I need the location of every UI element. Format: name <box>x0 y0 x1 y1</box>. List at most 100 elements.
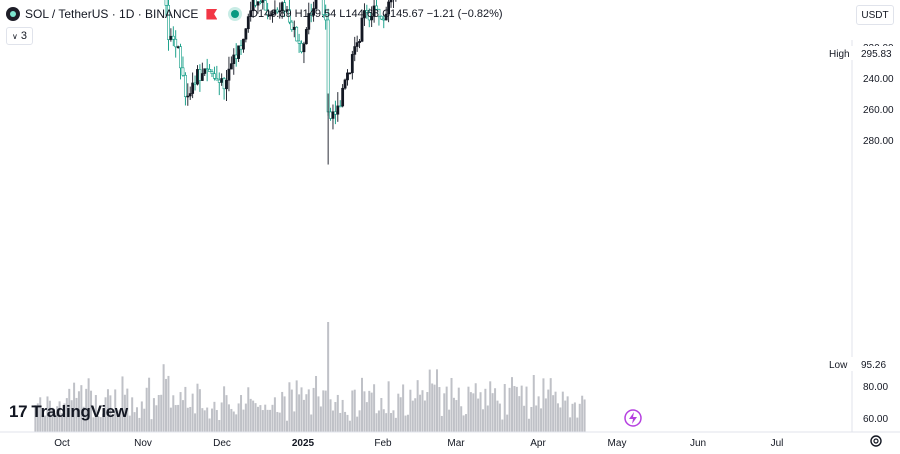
volume-bar <box>271 404 274 432</box>
time-tick-label: Mar <box>447 438 465 449</box>
volume-bar <box>123 394 126 432</box>
volume-bar <box>169 407 172 432</box>
volume-bar <box>172 395 175 432</box>
time-tick-label: Nov <box>134 438 152 449</box>
volume-bar <box>506 414 509 432</box>
volume-bar <box>348 420 351 432</box>
volume-bar <box>237 403 240 432</box>
price-axis[interactable]: 280.00260.00240.00220.00200.00180.00140.… <box>826 0 895 432</box>
candle <box>227 56 231 92</box>
candle <box>348 72 352 75</box>
volume-bar <box>455 400 458 432</box>
volume-bar <box>469 392 472 432</box>
candle <box>290 19 294 32</box>
volume-tick-label: 60.00 <box>863 414 888 425</box>
currency-select[interactable]: USDT <box>856 5 894 25</box>
volume-bar <box>133 412 136 432</box>
candle-body <box>263 0 267 11</box>
time-axis[interactable]: Oct Nov Dec 2025 Feb Mar Apr May Jun Jul <box>0 431 900 449</box>
candle-body <box>244 28 248 40</box>
volume-bar <box>269 409 272 432</box>
candle <box>307 2 311 35</box>
volume-bar <box>556 403 559 432</box>
candle-body <box>171 35 175 40</box>
volume-bar <box>111 413 114 432</box>
volume-bar <box>278 412 281 432</box>
volume-bar <box>194 413 197 432</box>
price-tag-name: Low <box>829 360 848 371</box>
volume-bar <box>150 419 153 432</box>
volume-bar <box>554 391 557 432</box>
volume-bar <box>114 389 117 432</box>
candle-body <box>258 1 262 4</box>
volume-bar <box>460 406 463 432</box>
volume-bar <box>41 414 44 432</box>
volume-bar <box>339 412 342 432</box>
candle <box>217 72 221 96</box>
volume-bar <box>36 403 39 432</box>
volume-bar <box>433 384 436 432</box>
candle <box>263 0 267 11</box>
volume-bar <box>44 415 47 432</box>
volume-bar <box>99 417 102 432</box>
gear-icon[interactable] <box>869 434 883 448</box>
volume-bar <box>511 377 513 432</box>
volume-bar <box>213 401 216 432</box>
candle-body <box>179 46 182 69</box>
candle <box>395 0 397 2</box>
candle-body <box>389 0 393 3</box>
volume-bar <box>240 395 243 432</box>
volume-bar <box>63 403 66 432</box>
candle-body <box>196 69 199 85</box>
flag-icon[interactable] <box>206 8 218 20</box>
candle-body <box>208 69 211 72</box>
lightning-icon[interactable] <box>624 409 642 427</box>
volume-bar <box>286 420 288 432</box>
volume-bar <box>331 410 334 432</box>
volume-bar <box>242 409 245 432</box>
volume-bar <box>583 399 586 432</box>
volume-bar <box>440 415 443 432</box>
indicator-toggle-button[interactable]: ∨ 3 <box>6 27 33 45</box>
candle <box>346 69 349 86</box>
candle <box>271 10 274 23</box>
market-status-icon <box>231 10 240 18</box>
volume-bar <box>540 408 543 432</box>
volume-bar <box>128 415 131 432</box>
volume-bar <box>431 383 434 432</box>
volume-bar <box>34 405 37 432</box>
volume-bar <box>75 397 78 432</box>
volume-bar <box>489 381 492 432</box>
candle <box>215 65 219 81</box>
volume-bar <box>426 392 429 432</box>
candle <box>302 41 306 64</box>
candle-body <box>377 8 381 17</box>
candle <box>239 40 243 55</box>
candle <box>370 6 374 28</box>
volume-bar <box>310 414 313 432</box>
volume-bar <box>515 386 518 432</box>
candle-body <box>365 10 369 13</box>
candle <box>377 8 381 26</box>
candle <box>193 75 197 91</box>
candle <box>191 72 195 99</box>
volume-bar <box>457 387 460 432</box>
candle-body <box>333 111 337 115</box>
volume-bar <box>305 394 308 432</box>
volume-bar <box>438 387 441 432</box>
volume-bar <box>259 405 262 432</box>
volume-bar <box>256 406 259 432</box>
candle-body <box>217 79 221 83</box>
candle <box>353 36 357 62</box>
volume-bar <box>576 417 579 432</box>
volume-bar <box>380 398 383 432</box>
volume-bar <box>561 391 564 432</box>
volume-bar <box>106 389 109 432</box>
candle-body <box>205 68 209 71</box>
volume-bar <box>46 396 49 432</box>
candle-body <box>271 13 274 16</box>
symbol-title[interactable]: SOL / TetherUS · 1D · BINANCE <box>25 7 199 21</box>
volume-bar <box>227 404 230 432</box>
volume-bar <box>48 400 51 432</box>
